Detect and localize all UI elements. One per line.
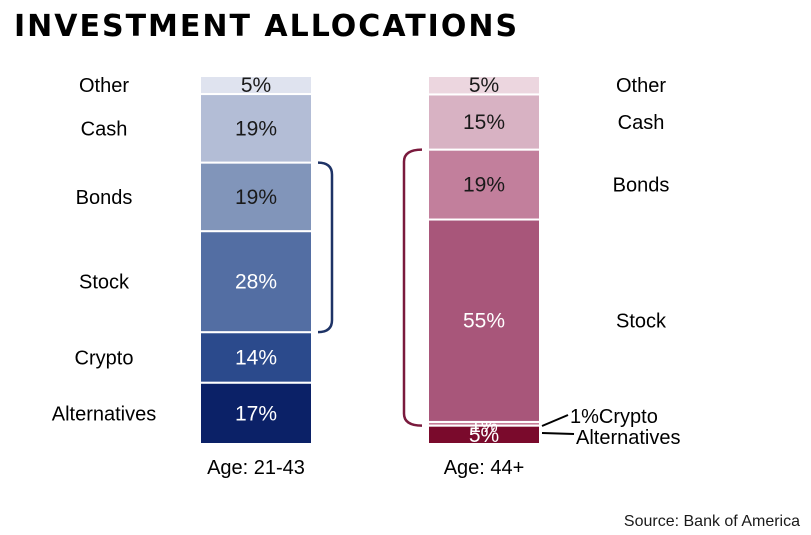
series-label-age-21-43-alternatives: Alternatives [52, 403, 157, 425]
category-label-age-44: Age: 44+ [444, 457, 525, 479]
series-label-age-21-43-cash: Cash [81, 118, 128, 140]
bars: 17% 14% 28% 19% 19% 5% Age: 21-43 Alternatives C… [52, 74, 681, 479]
series-label-age-44-cash: Cash [618, 112, 665, 134]
bar-segment-age-21-43-cash [199, 93, 313, 164]
value-label-age-44-cash: 15% [463, 111, 505, 134]
source-label: Source: Bank of America [624, 513, 800, 530]
bar-segment-age-21-43-alternatives [199, 381, 313, 445]
series-label-age-21-43-bonds: Bonds [76, 187, 133, 209]
bar-segment-age-21-43-crypto [199, 331, 313, 384]
leader-line-age-44-crypto [541, 414, 569, 427]
leader-line-age-44-alternatives [541, 432, 575, 435]
value-label-age-21-43-alternatives: 17% [235, 402, 277, 425]
series-label-age-21-43-other: Other [79, 75, 129, 97]
value-label-age-21-43-cash: 19% [235, 117, 277, 140]
bar-segment-age-21-43-bonds [199, 161, 313, 233]
chart-title: INVESTMENT ALLOCATIONS [14, 9, 519, 44]
series-label-age-44-bonds: Bonds [613, 175, 670, 197]
bar-segment-age-21-43-other [199, 75, 313, 96]
series-label-age-44-stock: Stock [616, 311, 667, 333]
series-label-age-21-43-crypto: Crypto [75, 347, 134, 369]
series-label-age-44-alternatives: Alternatives [576, 427, 681, 449]
bracket-age-21-43 [317, 161, 334, 334]
value-label-age-21-43-stock: 28% [235, 271, 277, 294]
series-label-age-44-crypto: 1%Crypto [570, 406, 658, 428]
bracket-age-44 [402, 148, 423, 427]
bar-segment-age-44-other [427, 75, 541, 96]
value-label-age-44-bonds: 19% [463, 174, 505, 197]
value-label-age-44-stock: 55% [463, 310, 505, 333]
value-label-age-44-alternatives: 5% [469, 424, 499, 447]
value-label-age-21-43-crypto: 14% [235, 346, 277, 369]
value-label-age-21-43-other: 5% [241, 74, 271, 97]
series-label-age-21-43-stock: Stock [79, 272, 130, 294]
category-label-age-21-43: Age: 21-43 [207, 457, 305, 479]
series-label-age-44-other: Other [616, 75, 666, 97]
value-label-age-44-other: 5% [469, 74, 499, 97]
value-label-age-21-43-bonds: 19% [235, 186, 277, 209]
